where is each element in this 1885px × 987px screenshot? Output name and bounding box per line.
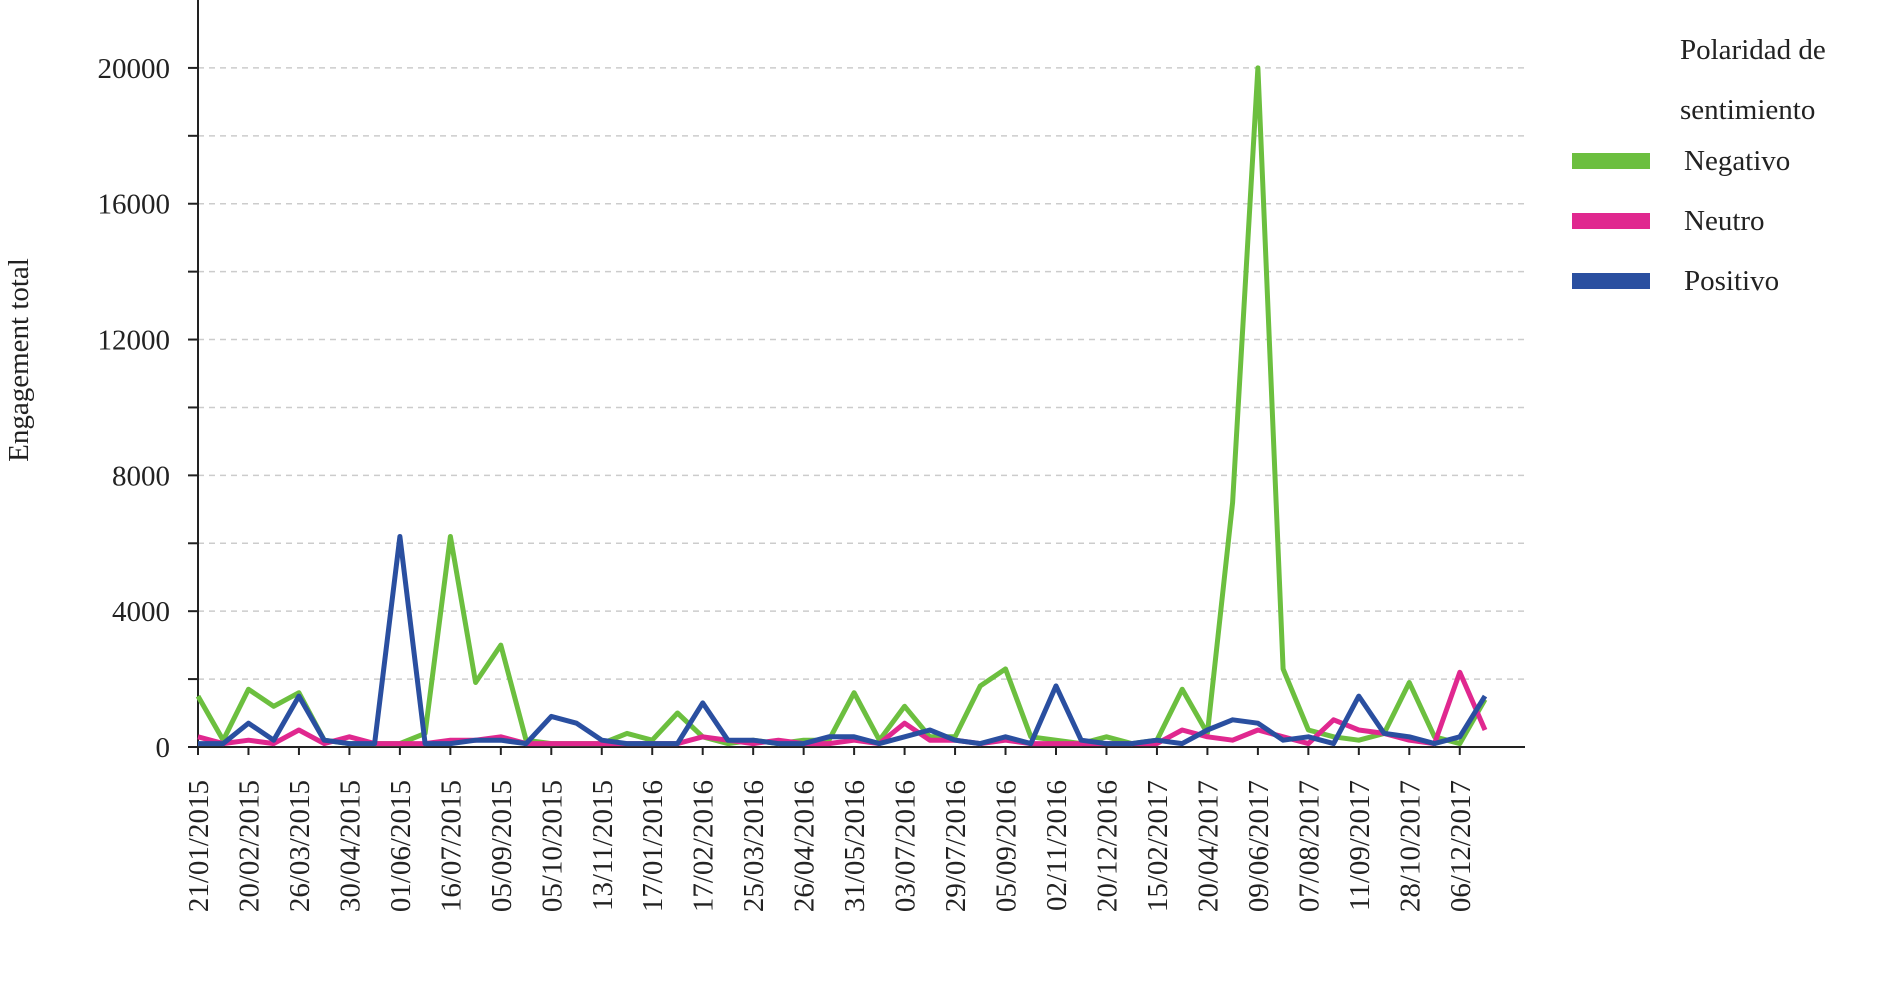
x-tick-label: 01/06/2015 [385, 780, 417, 912]
series-line [198, 534, 1488, 747]
y-axis-label: Engagement total [3, 258, 35, 462]
x-tick-label: 02/11/2016 [1041, 780, 1073, 911]
x-tick-label: 13/11/2015 [587, 780, 619, 911]
x-tick-label: 06/12/2017 [1445, 780, 1477, 912]
y-tick-label: 4000 [112, 596, 170, 628]
x-tick-label: 09/06/2017 [1243, 780, 1275, 912]
x-tick-label: 28/10/2017 [1394, 780, 1426, 912]
x-tick-label: 20/12/2016 [1091, 780, 1123, 912]
x-tick-label: 03/07/2016 [890, 780, 922, 912]
x-tick-label: 07/08/2017 [1293, 780, 1325, 912]
y-tick-label: 12000 [98, 325, 171, 357]
legend-swatch [1572, 273, 1650, 289]
x-tick-label: 05/10/2015 [536, 780, 568, 912]
x-tick-label: 26/03/2015 [284, 780, 316, 912]
series-line [195, 65, 1488, 747]
legend-swatch [1572, 153, 1650, 169]
x-tick-label: 25/03/2016 [738, 780, 770, 912]
x-tick-label: 11/09/2017 [1344, 780, 1376, 911]
y-tick-label: 0 [156, 732, 171, 764]
legend-swatch [1572, 213, 1650, 229]
x-tick-label: 15/02/2017 [1142, 780, 1174, 912]
x-tick-label: 30/04/2015 [334, 780, 366, 912]
x-tick-label: 20/04/2017 [1192, 780, 1224, 912]
x-tick-label: 17/02/2016 [688, 780, 720, 912]
legend-label: Negativo [1684, 145, 1790, 177]
x-tick-label: 26/04/2016 [789, 780, 821, 912]
x-tick-label: 17/01/2016 [637, 780, 669, 912]
x-tick-label: 16/07/2015 [435, 780, 467, 912]
y-tick-label: 20000 [98, 53, 171, 85]
legend-label: Neutro [1684, 205, 1765, 237]
x-tick-label: 31/05/2016 [839, 780, 871, 912]
legend-label: Positivo [1684, 265, 1779, 297]
x-tick-label: 21/01/2015 [183, 780, 215, 912]
legend-title: Polaridad de sentimiento [1680, 34, 1826, 126]
y-tick-label: 16000 [98, 189, 171, 221]
x-tick-label: 29/07/2016 [940, 780, 972, 912]
y-tick-label: 8000 [112, 460, 170, 492]
x-tick-label: 05/09/2016 [991, 780, 1023, 912]
x-tick-label: 05/09/2015 [486, 780, 518, 912]
series-line [197, 669, 1488, 747]
x-tick-label: 20/02/2015 [233, 780, 265, 912]
